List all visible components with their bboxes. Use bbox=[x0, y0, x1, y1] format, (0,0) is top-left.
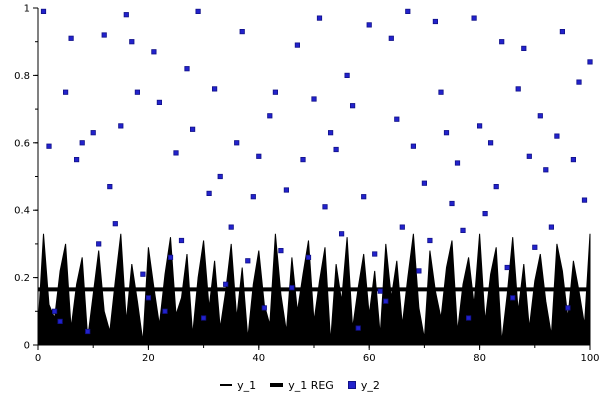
svg-text:0.2: 0.2 bbox=[14, 273, 30, 284]
svg-text:0: 0 bbox=[24, 341, 30, 352]
svg-text:0: 0 bbox=[35, 353, 41, 364]
thick-line-swatch-icon bbox=[270, 383, 284, 387]
legend-label-y1: y_1 bbox=[237, 378, 257, 392]
legend: y_1 y_1 REG y_2 bbox=[220, 372, 380, 398]
svg-text:1: 1 bbox=[24, 4, 30, 15]
plot-area: 0 20 40 60 80 100 0 0.2 0.4 0.6 0.8 1 bbox=[14, 4, 599, 365]
legend-item-y1: y_1 bbox=[220, 379, 256, 392]
svg-text:0.8: 0.8 bbox=[14, 71, 30, 82]
svg-text:20: 20 bbox=[142, 353, 155, 364]
svg-text:0.6: 0.6 bbox=[14, 138, 30, 149]
chart-svg: 0 20 40 60 80 100 0 0.2 0.4 0.6 0.8 1 bbox=[14, 4, 599, 365]
thin-line-swatch-icon bbox=[220, 384, 233, 386]
svg-text:100: 100 bbox=[580, 353, 599, 364]
legend-label-y2: y_2 bbox=[360, 378, 380, 392]
legend-label-y1-reg: y_1 REG bbox=[288, 378, 334, 392]
svg-text:80: 80 bbox=[473, 353, 486, 364]
legend-item-y1-reg: y_1 REG bbox=[270, 379, 334, 392]
svg-text:0.4: 0.4 bbox=[14, 206, 30, 217]
svg-text:40: 40 bbox=[252, 353, 265, 364]
legend-item-y2: y_2 bbox=[347, 378, 380, 392]
svg-text:60: 60 bbox=[363, 353, 376, 364]
square-swatch-icon bbox=[347, 381, 356, 389]
